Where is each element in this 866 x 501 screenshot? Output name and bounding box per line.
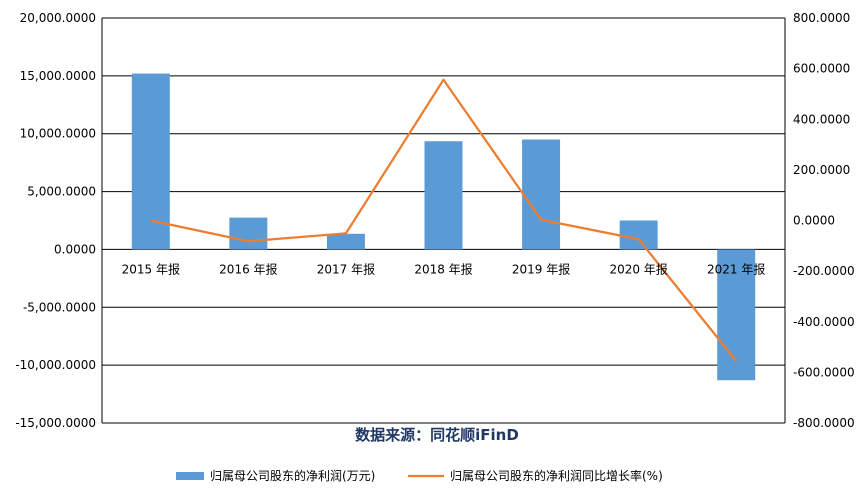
- legend-swatch-bar: [176, 472, 204, 480]
- source-note: 数据来源：同花顺iFinD: [355, 426, 519, 444]
- left-axis-tick-label: -5,000.0000: [23, 300, 96, 314]
- legend: 归属母公司股东的净利润(万元) 归属母公司股东的净利润同比增长率(%): [176, 468, 663, 483]
- left-axis-tick-label: 10,000.0000: [20, 127, 96, 141]
- bar-series: [132, 74, 755, 381]
- bar: [620, 221, 658, 250]
- category-label: 2016 年报: [219, 261, 277, 276]
- category-label: 2021 年报: [707, 261, 765, 276]
- left-axis-tick-label: 20,000.0000: [20, 11, 96, 25]
- category-label: 2019 年报: [512, 261, 570, 276]
- legend-label-bar: 归属母公司股东的净利润(万元): [210, 468, 375, 483]
- right-axis-tick-label: 200.0000: [793, 163, 850, 177]
- category-label: 2020 年报: [609, 261, 667, 276]
- right-axis-tick-label: 400.0000: [793, 112, 850, 126]
- right-axis-tick-label: -600.0000: [793, 365, 855, 379]
- bar: [522, 140, 560, 250]
- left-axis-tick-label: 0.0000: [54, 242, 96, 256]
- category-label: 2018 年报: [414, 261, 472, 276]
- right-axis-tick-label: -800.0000: [793, 416, 855, 430]
- right-axis-tick-label: 600.0000: [793, 62, 850, 76]
- right-axis-tick-label: -400.0000: [793, 315, 855, 329]
- left-axis-tick-label: -15,000.0000: [15, 416, 96, 430]
- bar: [425, 141, 463, 249]
- bar: [327, 234, 365, 250]
- left-axis-tick-label: 15,000.0000: [20, 69, 96, 83]
- right-axis-tick-label: 0.0000: [793, 214, 835, 228]
- left-axis-tick-label: 5,000.0000: [27, 185, 96, 199]
- legend-label-line: 归属母公司股东的净利润同比增长率(%): [450, 468, 663, 483]
- right-axis-tick-label: 800.0000: [793, 11, 850, 25]
- left-axis-tick-label: -10,000.0000: [15, 358, 96, 372]
- category-label: 2015 年报: [122, 261, 180, 276]
- category-label: 2017 年报: [317, 261, 375, 276]
- right-axis-tick-label: -200.0000: [793, 264, 855, 278]
- bar: [229, 218, 267, 250]
